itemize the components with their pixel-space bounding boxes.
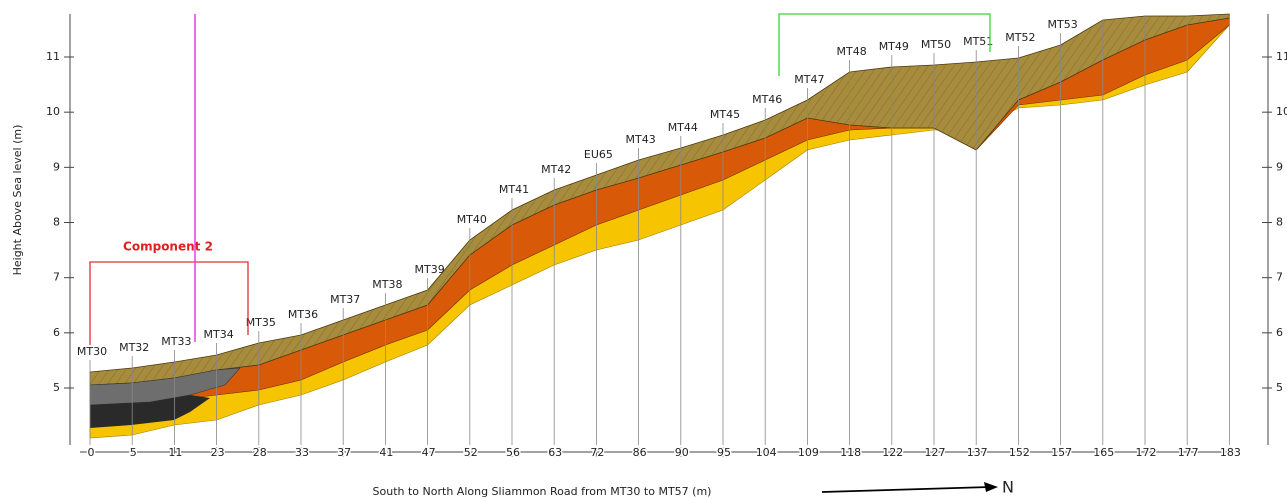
borehole-label: MT43 <box>625 133 655 146</box>
x-tick-label: 33 <box>295 446 309 459</box>
north-arrow <box>821 486 991 493</box>
component-label: Component 2 <box>123 240 213 254</box>
borehole-label: MT42 <box>541 163 571 176</box>
x-tick-label: 56 <box>506 446 520 459</box>
borehole-label: MT50 <box>921 38 951 51</box>
borehole-label: MT44 <box>668 121 698 134</box>
x-tick-label: 23 <box>211 446 225 459</box>
x-tick-label: 165 <box>1093 446 1114 459</box>
y-tick-label: 10 <box>46 105 60 118</box>
x-tick-label: 72 <box>590 446 604 459</box>
borehole-label: MT30 <box>77 345 107 358</box>
borehole-label: MT39 <box>414 263 444 276</box>
x-tick-label: 118 <box>840 446 861 459</box>
right-tick-label: 9 <box>1276 160 1283 173</box>
right-tick-label: 8 <box>1276 216 1283 229</box>
north-label: N <box>1002 478 1014 497</box>
x-tick-label: 109 <box>798 446 819 459</box>
green-bracket <box>778 13 991 76</box>
y-tick-label: 5 <box>53 381 60 394</box>
north-arrowhead <box>984 482 998 492</box>
x-tick-label: 172 <box>1136 446 1157 459</box>
x-tick-label: 104 <box>756 446 777 459</box>
borehole-label: EU65 <box>584 148 613 161</box>
boreholes: MT30 MT32 MT33 MT34 MT35 MT36 MT37 MT38 MT39 MT40… <box>77 14 1230 445</box>
borehole-label: MT48 <box>836 45 866 58</box>
borehole-label: MT34 <box>203 328 233 341</box>
borehole-label: MT52 <box>1005 31 1035 44</box>
x-axis-title: South to North Along Sliammon Road from … <box>373 485 712 498</box>
borehole-label: MT40 <box>457 213 487 226</box>
borehole-label: MT35 <box>246 316 276 329</box>
borehole-label: MT51 <box>963 35 993 48</box>
component-bracket <box>89 261 249 345</box>
topsoil-hatch <box>90 14 1230 385</box>
x-tick-label: 183 <box>1220 446 1241 459</box>
x-tick-label: 90 <box>675 446 689 459</box>
y-tick-label: 8 <box>53 216 60 229</box>
x-tick-label: 63 <box>548 446 562 459</box>
borehole-label: MT33 <box>161 335 191 348</box>
y-axis-title: Height Above Sea level (m) <box>11 125 24 276</box>
x-tick-label: 28 <box>253 446 267 459</box>
x-tick-label: 0 <box>88 446 95 459</box>
x-tick-label: 47 <box>422 446 436 459</box>
borehole-label: MT46 <box>752 93 782 106</box>
borehole-label: MT49 <box>879 40 909 53</box>
borehole-label: MT45 <box>710 108 740 121</box>
right-tick-label: 7 <box>1276 271 1283 284</box>
x-tick-label: 157 <box>1051 446 1072 459</box>
borehole-label: MT38 <box>372 278 402 291</box>
x-tick-label: 122 <box>882 446 903 459</box>
y-tick-label: 7 <box>53 271 60 284</box>
right-tick-label: 5 <box>1276 381 1283 394</box>
borehole-label: MT32 <box>119 341 149 354</box>
x-tick-label: 41 <box>379 446 393 459</box>
borehole-label: MT41 <box>499 183 529 196</box>
x-tick-label: 37 <box>337 446 351 459</box>
x-tick-label: 152 <box>1009 446 1030 459</box>
y-tick-label: 6 <box>53 326 60 339</box>
x-tick-label: 11 <box>168 446 182 459</box>
borehole-label: MT36 <box>288 308 318 321</box>
y-tick-label: 11 <box>46 50 60 63</box>
borehole-label: MT53 <box>1047 18 1077 31</box>
x-tick-label: 52 <box>464 446 478 459</box>
x-tick-label: 177 <box>1178 446 1199 459</box>
borehole-label: MT37 <box>330 293 360 306</box>
strata <box>89 13 1230 439</box>
x-tick-label: 127 <box>925 446 946 459</box>
right-tick-label: 10 <box>1276 105 1287 118</box>
borehole-label: MT47 <box>794 73 824 86</box>
x-tick-label: 137 <box>967 446 988 459</box>
y-tick-label: 9 <box>53 160 60 173</box>
right-tick-label: 6 <box>1276 326 1283 339</box>
black-layer <box>90 395 210 428</box>
x-tick-label: 95 <box>717 446 731 459</box>
right-tick-label: 11 <box>1276 50 1287 63</box>
x-tick-label: 5 <box>130 446 137 459</box>
x-tick-label: 86 <box>633 446 647 459</box>
